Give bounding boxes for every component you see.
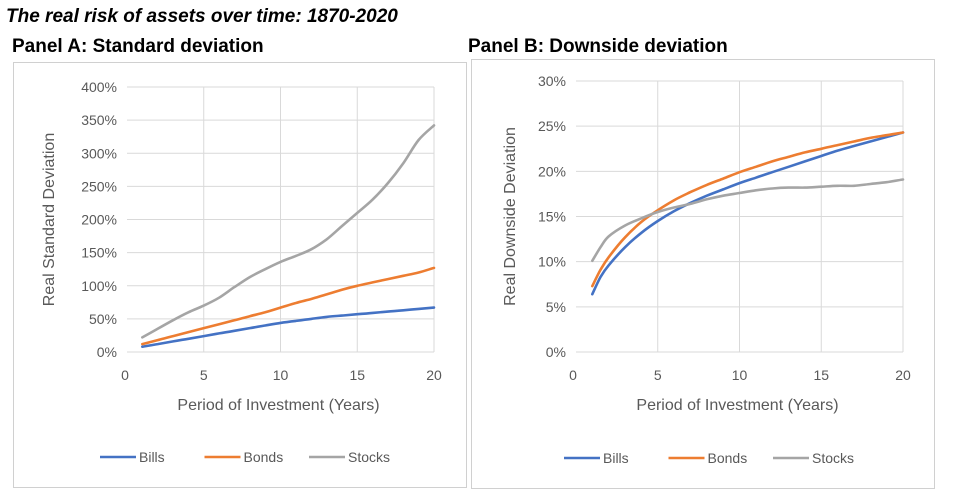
panel-a-legend-bills-label: Bills	[139, 449, 165, 465]
panel-a-y-tick-label: 100%	[81, 278, 117, 294]
panel-a-y-tick-label: 50%	[89, 311, 117, 327]
panel-a-y-tick-label: 250%	[81, 178, 117, 194]
panel-a-x-tick-label: 0	[121, 367, 129, 383]
panel-b-x-tick-label: 15	[813, 367, 829, 383]
panel-b-legend-bonds-label: Bonds	[708, 450, 748, 466]
panel-a-y-axis-title: Real Standard Deviation	[41, 133, 58, 306]
panel-b-x-tick-label: 10	[732, 367, 748, 383]
panel-a-chart: 0% 50% 100% 150% 200% 250% 300% 350% 400% 0 5 10 15 2…	[13, 62, 467, 488]
panel-a-legend-bonds-label: Bonds	[244, 449, 284, 465]
panel-a-series-bonds-line	[141, 266, 436, 346]
panel-a-series-stocks-line	[141, 124, 436, 339]
panel-a-plot: 0% 50% 100% 150% 200% 250% 300% 350% 400% 0 5 10 15 2…	[41, 79, 442, 465]
panel-b-x-tick-label: 20	[895, 367, 911, 383]
panel-b-x-tick-label: 5	[654, 367, 662, 383]
panel-b-y-tick-label: 30%	[538, 73, 566, 89]
panel-b-series-bills-line	[591, 131, 905, 296]
panel-b-x-axis-title: Period of Investment (Years)	[636, 397, 838, 414]
panel-a-y-tick-label: 300%	[81, 145, 117, 161]
panel-a-y-tick-label: 350%	[81, 112, 117, 128]
panel-b-y-tick-label: 15%	[538, 209, 566, 225]
panel-b-x-tick-label: 0	[569, 367, 577, 383]
panel-a-y-tick-label: 400%	[81, 79, 117, 95]
panel-b-plot: 0% 5% 10% 15% 20% 25% 30% 0 5 10 15 20 Period of Inv…	[502, 73, 911, 466]
panel-b-title: Panel B: Downside deviation	[468, 36, 728, 57]
panel-a-y-tick-label: 150%	[81, 245, 117, 261]
panel-b-y-tick-label: 25%	[538, 118, 566, 134]
panel-a-x-axis-title: Period of Investment (Years)	[177, 397, 379, 414]
panel-a-y-tick-label: 0%	[97, 344, 117, 360]
main-title: The real risk of assets over time: 1870-…	[6, 6, 398, 27]
panel-b-legend-bills-label: Bills	[603, 450, 629, 466]
panel-a-x-tick-label: 15	[349, 367, 365, 383]
panel-b-y-tick-label: 0%	[546, 344, 566, 360]
panel-b-y-axis-title: Real Downside Deviation	[502, 127, 519, 306]
panel-b-y-tick-label: 5%	[546, 299, 566, 315]
panel-b-chart: 0% 5% 10% 15% 20% 25% 30% 0 5 10 15 20 Period of Inv…	[471, 59, 935, 489]
panel-b-y-tick-label: 10%	[538, 254, 566, 270]
panel-a-x-tick-label: 20	[426, 367, 442, 383]
panel-a-x-tick-label: 5	[200, 367, 208, 383]
panel-b-y-tick-label: 20%	[538, 163, 566, 179]
panel-b-series-bonds-line	[591, 131, 905, 288]
panel-b-series-stocks-line	[591, 178, 905, 263]
panel-a-title: Panel A: Standard deviation	[12, 36, 264, 57]
panel-a-y-tick-label: 200%	[81, 212, 117, 228]
panel-b-legend-stocks-label: Stocks	[812, 450, 854, 466]
panel-a-series-bills-line	[141, 306, 436, 348]
panel-a-x-tick-label: 10	[273, 367, 289, 383]
panel-a-legend-stocks-label: Stocks	[348, 449, 390, 465]
